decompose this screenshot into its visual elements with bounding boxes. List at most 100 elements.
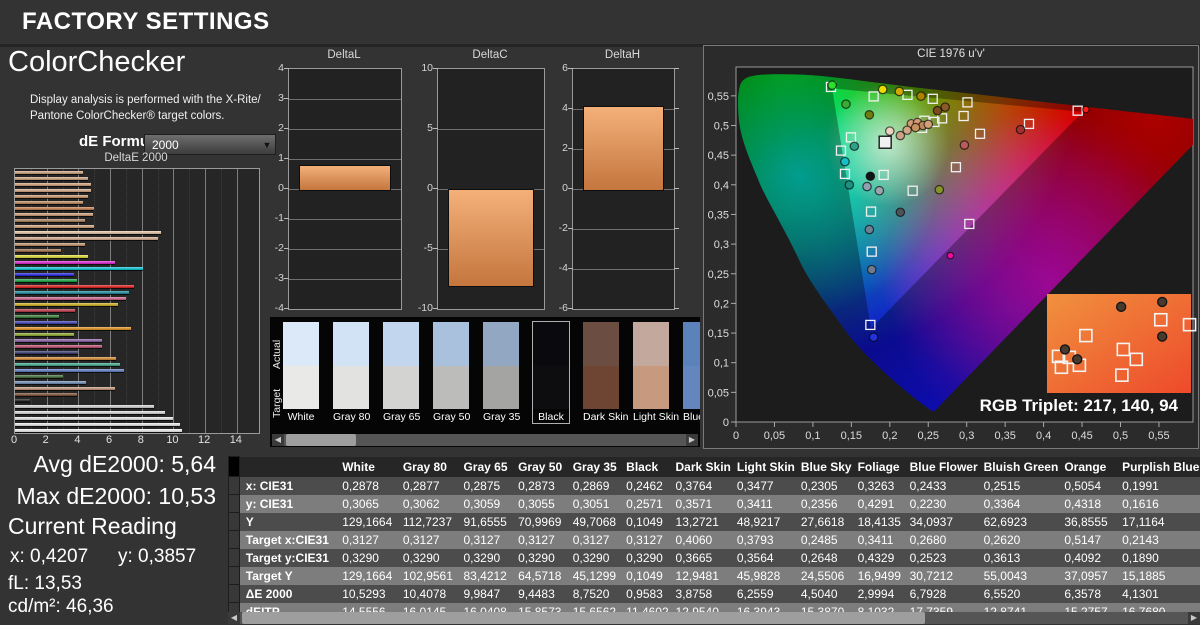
table-cell: 11,4602 [620, 603, 669, 613]
delta-chart-tick-label: 4 [546, 102, 568, 114]
delta-chart-tick [284, 278, 289, 279]
table-corner-cell [229, 457, 240, 477]
cie-y-tick-label: 0,15 [708, 328, 729, 340]
table-cell: 0,2523 [904, 549, 978, 567]
cie-white-point-square [879, 136, 891, 148]
row-handle[interactable] [229, 585, 240, 603]
table-cell: 0,1049 [620, 513, 669, 531]
chevron-down-icon: ▼ [259, 140, 275, 150]
swatch-gray-65: Gray 65 [383, 322, 419, 423]
table-cell: 0,3127 [620, 531, 669, 549]
table-cell: 45,9828 [731, 567, 795, 585]
deltae-x-tick-label: 8 [138, 434, 144, 446]
delta-chart-tick-label: -1 [262, 212, 284, 224]
scroll-right-icon[interactable]: ▶ [686, 434, 698, 446]
delta-chart-tick [568, 68, 573, 69]
table-cell: 24,5506 [795, 567, 852, 585]
row-handle[interactable] [229, 603, 240, 613]
deltae-gridline [237, 169, 238, 433]
table-column-header: White [336, 457, 397, 477]
cie-y-tick-label: 0,55 [708, 91, 729, 103]
table-scrollbar[interactable]: ◀ ▶ [228, 612, 1200, 624]
delta-chart-tick [284, 308, 289, 309]
row-handle[interactable] [229, 495, 240, 513]
deltae-bar [15, 411, 165, 414]
table-cell: 6,3578 [1058, 585, 1116, 603]
max-de2000: Max dE2000: 10,53 [0, 483, 216, 510]
cie-actual-circle [933, 106, 941, 114]
delta-chart-tick [284, 188, 289, 189]
row-handle[interactable] [229, 567, 240, 585]
table-cell: 0,3290 [512, 549, 567, 567]
deltae-bar [15, 369, 124, 372]
row-handle[interactable] [229, 531, 240, 549]
cie-actual-circle [960, 141, 968, 149]
description-line-2: Pantone ColorChecker® target colors. [30, 108, 261, 124]
table-cell: 0,2143 [1116, 531, 1199, 549]
deltae-x-tick-label: 2 [43, 434, 49, 446]
table-cell: 34,0937 [904, 513, 978, 531]
delta-chart-gridline [289, 219, 401, 220]
cie-x-axis: 00,050,10,150,20,250,30,350,40,450,50,55 [733, 422, 1170, 442]
swatch-scrollbar-thumb[interactable] [286, 434, 356, 446]
cie-actual-circle [911, 123, 919, 131]
swatch-actual-color [333, 322, 369, 366]
current-y: y: 0,3857 [118, 546, 196, 568]
row-handle[interactable] [229, 477, 240, 495]
table-cell: 55,0043 [978, 567, 1059, 585]
delta-chart-plot-deltal [288, 68, 402, 310]
scroll-right-icon[interactable]: ▶ [1188, 612, 1200, 624]
deltae-bar [15, 171, 83, 174]
delta-chart-right-tick [674, 268, 679, 269]
row-handle[interactable] [229, 513, 240, 531]
swatch-black: Black [533, 322, 569, 423]
swatch-label: Gray 35 [483, 411, 519, 423]
delta-chart-tick-label: 0 [546, 182, 568, 194]
table-row-label: x: CIE31 [239, 477, 336, 495]
swatch-actual-color [383, 322, 419, 366]
delta-chart-tick-label: -3 [262, 272, 284, 284]
cie-y-tick-label: 0,4 [714, 180, 729, 192]
table-row: Target y:CIE310,32900,32900,32900,32900,… [229, 549, 1200, 567]
deltae-bar [15, 183, 91, 186]
table-cell: 0,2875 [457, 477, 512, 495]
delta-chart-gridline [573, 269, 674, 270]
table-cell: 0,4060 [670, 531, 731, 549]
table-cell: 0,2571 [620, 495, 669, 513]
swatch-scrollbar[interactable]: ◀ ▶ [272, 434, 698, 446]
cie-x-tick-label: 0,1 [805, 430, 820, 442]
table-cell: 0,3764 [670, 477, 731, 495]
cie-actual-circle [886, 127, 894, 135]
scroll-left-icon[interactable]: ◀ [272, 434, 284, 446]
deltae-bar [15, 219, 85, 222]
delta-chart-tick [568, 268, 573, 269]
table-cell: 0,3364 [978, 495, 1059, 513]
swatch-target-color [383, 366, 419, 409]
deltae-bar [15, 249, 61, 252]
deltae-bar [15, 297, 126, 300]
delta-chart-tick-label: -6 [546, 302, 568, 314]
swatch-label: Gray 50 [433, 411, 469, 423]
de-formula-value: 2000 [145, 138, 259, 152]
table-cell: 0,3564 [731, 549, 795, 567]
table-cell: 0,3290 [336, 549, 397, 567]
table-row: Y129,1664112,723791,655570,996949,70680,… [229, 513, 1200, 531]
deltae-bar [15, 375, 63, 378]
deltae-bar [15, 423, 180, 426]
cie-actual-circle [947, 252, 953, 258]
table-cell: 13,2721 [670, 513, 731, 531]
table-cell: 0,3127 [512, 531, 567, 549]
deltae-bar [15, 345, 102, 348]
table-cell: 9,9847 [457, 585, 512, 603]
delta-chart-tick-label: -2 [262, 242, 284, 254]
table-cell: 6,5520 [978, 585, 1059, 603]
scroll-left-icon[interactable]: ◀ [228, 612, 240, 624]
deltae-minor-gridline [158, 169, 160, 433]
row-handle[interactable] [229, 549, 240, 567]
delta-chart-tick-label: 2 [546, 142, 568, 154]
cie-x-tick-label: 0,35 [994, 430, 1015, 442]
delta-chart-tick [433, 188, 438, 189]
deltae-bar [15, 339, 102, 342]
table-scrollbar-thumb[interactable] [242, 612, 925, 624]
cie-actual-circle [828, 81, 836, 89]
